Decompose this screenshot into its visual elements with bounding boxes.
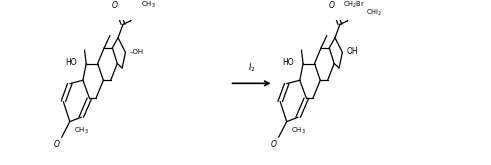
Text: CHI$_2$: CHI$_2$ [365, 8, 382, 18]
Text: HO: HO [65, 58, 77, 67]
Text: O: O [329, 1, 335, 10]
Text: –OH: –OH [130, 49, 144, 55]
Text: CH$_2$Br: CH$_2$Br [343, 0, 365, 10]
Text: O: O [271, 140, 277, 149]
Text: O: O [54, 140, 60, 149]
Text: CH$_3$: CH$_3$ [291, 125, 305, 136]
Text: CH$_3$: CH$_3$ [141, 0, 156, 10]
Text: O: O [112, 1, 118, 10]
Text: HO: HO [282, 58, 294, 67]
Text: OH: OH [347, 47, 358, 56]
Text: CH$_3$: CH$_3$ [74, 125, 89, 136]
Text: I$_2$: I$_2$ [248, 62, 255, 74]
